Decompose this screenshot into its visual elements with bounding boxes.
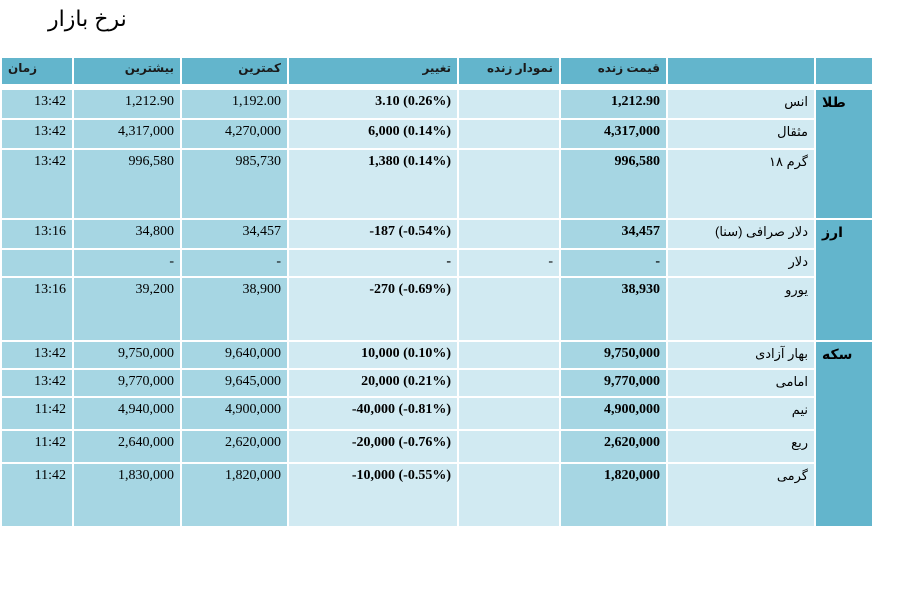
cell-name: دلار صرافی (سنا) <box>668 220 814 248</box>
cell-high: 9,750,000 <box>74 342 180 368</box>
header-price: قیمت زنده <box>561 58 666 84</box>
cell-change: -270 (-0.69%) <box>289 278 457 340</box>
header-group <box>816 58 872 84</box>
cell-low: 34,457 <box>182 220 287 248</box>
cell-low: - <box>182 250 287 276</box>
cell-high: 34,800 <box>74 220 180 248</box>
cell-high: 9,770,000 <box>74 370 180 396</box>
cell-price: 2,620,000 <box>561 431 666 462</box>
cell-price: 4,317,000 <box>561 120 666 148</box>
cell-low: 9,645,000 <box>182 370 287 396</box>
cell-name: گرم ۱۸ <box>668 150 814 218</box>
cell-change: 20,000 (0.21%) <box>289 370 457 396</box>
group-label: طلا <box>816 90 872 218</box>
cell-time: 13:42 <box>2 120 72 148</box>
cell-price: 9,770,000 <box>561 370 666 396</box>
cell-high: 39,200 <box>74 278 180 340</box>
cell-low: 38,900 <box>182 278 287 340</box>
cell-price: - <box>561 250 666 276</box>
header-change: تغییر <box>289 58 457 84</box>
cell-high: 1,830,000 <box>74 464 180 526</box>
header-high: بیشترین <box>74 58 180 84</box>
cell-chart <box>459 278 559 340</box>
cell-high: 4,940,000 <box>74 398 180 429</box>
cell-change: -10,000 (-0.55%) <box>289 464 457 526</box>
group-label: ارز <box>816 220 872 340</box>
cell-price: 38,930 <box>561 278 666 340</box>
group-label: سکه <box>816 342 872 526</box>
cell-change: -20,000 (-0.76%) <box>289 431 457 462</box>
cell-time: 11:42 <box>2 398 72 429</box>
cell-low: 1,820,000 <box>182 464 287 526</box>
cell-chart: - <box>459 250 559 276</box>
cell-high: 996,580 <box>74 150 180 218</box>
cell-name: انس <box>668 90 814 118</box>
cell-low: 2,620,000 <box>182 431 287 462</box>
cell-price: 1,212.90 <box>561 90 666 118</box>
cell-name: یورو <box>668 278 814 340</box>
cell-name: بهار آزادی <box>668 342 814 368</box>
cell-chart <box>459 90 559 118</box>
cell-change: 1,380 (0.14%) <box>289 150 457 218</box>
cell-low: 1,192.00 <box>182 90 287 118</box>
cell-low: 985,730 <box>182 150 287 218</box>
cell-change: -187 (-0.54%) <box>289 220 457 248</box>
cell-chart <box>459 431 559 462</box>
cell-time: 13:42 <box>2 342 72 368</box>
cell-price: 9,750,000 <box>561 342 666 368</box>
cell-name: ربع <box>668 431 814 462</box>
cell-chart <box>459 220 559 248</box>
cell-time: 13:42 <box>2 150 72 218</box>
cell-low: 4,900,000 <box>182 398 287 429</box>
cell-high: 1,212.90 <box>74 90 180 118</box>
cell-chart <box>459 398 559 429</box>
cell-change: 10,000 (0.10%) <box>289 342 457 368</box>
page-title: نرخ بازار <box>48 6 127 31</box>
cell-chart <box>459 370 559 396</box>
cell-low: 4,270,000 <box>182 120 287 148</box>
cell-change: 6,000 (0.14%) <box>289 120 457 148</box>
market-rates-table: زمان بیشترین کمترین تغییر نمودار زنده قیمت زن… <box>0 58 874 526</box>
cell-price: 4,900,000 <box>561 398 666 429</box>
cell-time: 13:16 <box>2 220 72 248</box>
cell-name: گرمی <box>668 464 814 526</box>
cell-chart <box>459 120 559 148</box>
cell-high: - <box>74 250 180 276</box>
cell-low: 9,640,000 <box>182 342 287 368</box>
cell-change: 3.10 (0.26%) <box>289 90 457 118</box>
cell-change: -40,000 (-0.81%) <box>289 398 457 429</box>
cell-time: 13:42 <box>2 90 72 118</box>
cell-time: 11:42 <box>2 464 72 526</box>
cell-high: 4,317,000 <box>74 120 180 148</box>
cell-time: 11:42 <box>2 431 72 462</box>
header-time: زمان <box>2 58 72 84</box>
cell-change: - <box>289 250 457 276</box>
cell-price: 996,580 <box>561 150 666 218</box>
cell-time: 13:42 <box>2 370 72 396</box>
cell-time <box>2 250 72 276</box>
cell-chart <box>459 464 559 526</box>
cell-chart <box>459 342 559 368</box>
cell-high: 2,640,000 <box>74 431 180 462</box>
header-chart: نمودار زنده <box>459 58 559 84</box>
header-name <box>668 58 814 84</box>
cell-price: 34,457 <box>561 220 666 248</box>
cell-name: نیم <box>668 398 814 429</box>
cell-name: مثقال <box>668 120 814 148</box>
cell-name: دلار <box>668 250 814 276</box>
cell-name: امامی <box>668 370 814 396</box>
cell-price: 1,820,000 <box>561 464 666 526</box>
header-low: کمترین <box>182 58 287 84</box>
cell-chart <box>459 150 559 218</box>
cell-time: 13:16 <box>2 278 72 340</box>
